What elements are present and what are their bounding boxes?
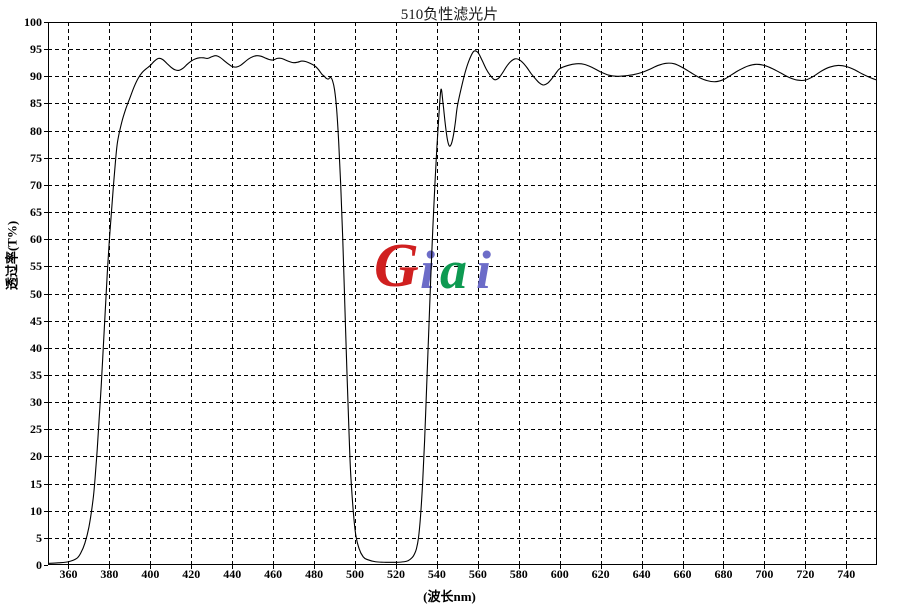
plot-area (48, 22, 877, 565)
transmittance-curve (48, 50, 877, 564)
chart-title: 510负性滤光片 (400, 7, 499, 23)
x-axis-label: (波长nm) (423, 589, 476, 604)
